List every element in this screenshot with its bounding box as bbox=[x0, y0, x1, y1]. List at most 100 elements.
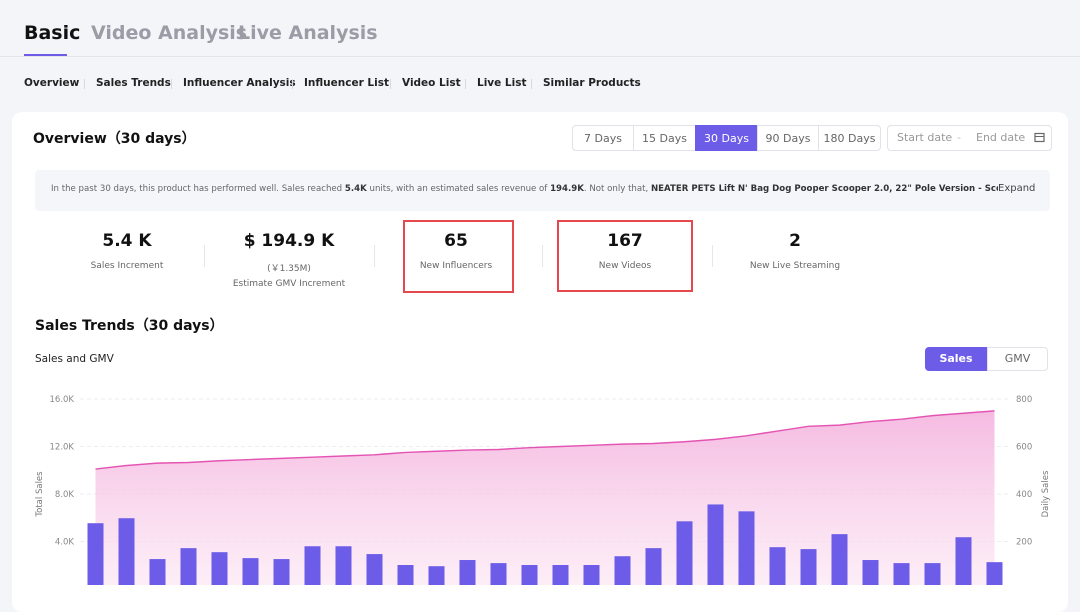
y-tick-label: 16.0K bbox=[50, 395, 75, 405]
bar bbox=[304, 546, 321, 585]
date-picker[interactable] bbox=[887, 125, 1052, 151]
y2-tick-label: 800 bbox=[1016, 395, 1032, 405]
end-date[interactable]: End date bbox=[976, 131, 1026, 144]
expand-link[interactable]: Expand bbox=[998, 183, 1036, 194]
calendar-icon bbox=[1034, 132, 1045, 143]
toggle-button[interactable]: GMV bbox=[987, 347, 1048, 371]
bar bbox=[707, 504, 724, 585]
bar bbox=[118, 518, 135, 585]
bar bbox=[149, 559, 166, 585]
stat-value: 2 bbox=[789, 231, 801, 251]
bar bbox=[366, 554, 383, 585]
y2-tick-label: 200 bbox=[1016, 538, 1032, 548]
bar bbox=[521, 565, 538, 585]
subnav-item[interactable]: Overview bbox=[24, 77, 80, 89]
subnav-sep bbox=[292, 79, 293, 89]
y-tick-label: 12.0K bbox=[50, 443, 75, 453]
chart: 4.0K 8.0K 12.0K 16.0K 200 400 600 800 Total Sale… bbox=[35, 395, 1051, 585]
bar bbox=[862, 560, 879, 585]
bar bbox=[552, 565, 569, 585]
range-button[interactable]: 15 Days bbox=[633, 125, 696, 151]
y-axis-title: Total Sales bbox=[35, 471, 45, 518]
stat-divider bbox=[374, 245, 375, 267]
start-date[interactable]: Start date bbox=[897, 131, 953, 144]
stat-sub: (￥1.35M) bbox=[267, 264, 311, 274]
bar bbox=[769, 547, 786, 585]
stat-value: 167 bbox=[607, 231, 643, 251]
bar bbox=[831, 534, 848, 585]
bar bbox=[738, 511, 755, 585]
stat-label: Estimate GMV Increment bbox=[232, 279, 346, 289]
stat-value: 65 bbox=[444, 231, 468, 251]
bar bbox=[428, 566, 445, 585]
toggle-button[interactable]: Sales bbox=[925, 347, 987, 371]
stat-value: 5.4 K bbox=[102, 231, 152, 251]
summary-part: . Not only that, bbox=[583, 184, 651, 194]
bar bbox=[924, 563, 941, 585]
summary-text: In the past 30 days, this product has pe… bbox=[51, 184, 1001, 194]
y-tick-label: 8.0K bbox=[55, 490, 75, 500]
overview-title: Overview（30 days） bbox=[33, 131, 196, 147]
tab-divider bbox=[0, 56, 1080, 57]
summary-part: 194.9K bbox=[550, 184, 584, 194]
stat-label: New Live Streaming bbox=[749, 261, 841, 271]
bar bbox=[397, 565, 414, 585]
stat-divider bbox=[542, 245, 543, 267]
summary-box: In the past 30 days, this product has pe… bbox=[35, 170, 1050, 211]
tab[interactable]: Basic bbox=[24, 22, 81, 44]
stat-label: New Influencers bbox=[419, 261, 493, 271]
subnav-item[interactable]: Live List bbox=[477, 77, 527, 89]
date-sep: - bbox=[957, 131, 961, 144]
bar bbox=[614, 556, 631, 585]
highlight-box bbox=[557, 220, 693, 292]
bar bbox=[211, 552, 228, 585]
tab-underline bbox=[24, 54, 67, 56]
trends-title: Sales Trends（30 days） bbox=[35, 318, 224, 334]
range-button[interactable]: 90 Days bbox=[757, 125, 819, 151]
subnav-item[interactable]: Influencer List bbox=[304, 77, 389, 89]
y-tick-label: 4.0K bbox=[55, 538, 75, 548]
bar bbox=[676, 521, 693, 585]
summary-part: 5.4K bbox=[344, 184, 367, 194]
line bbox=[95, 410, 995, 470]
range-button[interactable]: 180 Days bbox=[818, 125, 881, 151]
bar bbox=[800, 549, 817, 585]
stat-label: New Videos bbox=[598, 261, 652, 271]
summary-part: In the past 30 days, this product has pe… bbox=[51, 184, 345, 194]
bar bbox=[490, 563, 507, 585]
bar bbox=[180, 548, 197, 585]
subnav-sep bbox=[84, 79, 85, 89]
highlight-box bbox=[403, 220, 514, 293]
bar bbox=[955, 537, 972, 585]
y2-tick-label: 600 bbox=[1016, 443, 1032, 453]
subnav-sep bbox=[531, 79, 532, 89]
area-fill bbox=[95, 410, 995, 585]
summary-part: NEATER PETS Lift N' Bag Dog Pooper Scoop… bbox=[650, 184, 1001, 194]
chart-subtitle: Sales and GMV bbox=[35, 353, 114, 365]
bar bbox=[459, 560, 476, 585]
bar bbox=[986, 562, 1003, 585]
tab[interactable]: Live Analysis bbox=[238, 22, 378, 44]
subnav-item[interactable]: Similar Products bbox=[543, 77, 641, 89]
subnav-sep bbox=[465, 79, 466, 89]
stat-value: $ 194.9 K bbox=[243, 231, 335, 251]
bar bbox=[583, 565, 600, 585]
subnav-item[interactable]: Influencer Analysis bbox=[183, 77, 296, 89]
bar bbox=[273, 559, 290, 585]
subnav-item[interactable]: Video List bbox=[402, 77, 461, 89]
stat-divider bbox=[204, 245, 205, 267]
range-button[interactable]: 30 Days bbox=[695, 125, 758, 151]
subnav-sep bbox=[390, 79, 391, 89]
y2-tick-label: 400 bbox=[1016, 490, 1032, 500]
bar bbox=[645, 548, 662, 585]
bar bbox=[87, 523, 104, 585]
range-button[interactable]: 7 Days bbox=[572, 125, 634, 151]
subnav-item[interactable]: Sales Trends bbox=[96, 77, 171, 89]
page: Overview（30 days） Start date - End date … bbox=[0, 22, 1080, 612]
subnav-sep bbox=[171, 79, 172, 89]
y2-axis-title: Daily Sales bbox=[1041, 470, 1051, 517]
bar bbox=[893, 563, 910, 585]
tab[interactable]: Video Analysis bbox=[91, 22, 248, 44]
bar bbox=[242, 558, 259, 585]
stat-label: Sales Increment bbox=[90, 261, 164, 271]
